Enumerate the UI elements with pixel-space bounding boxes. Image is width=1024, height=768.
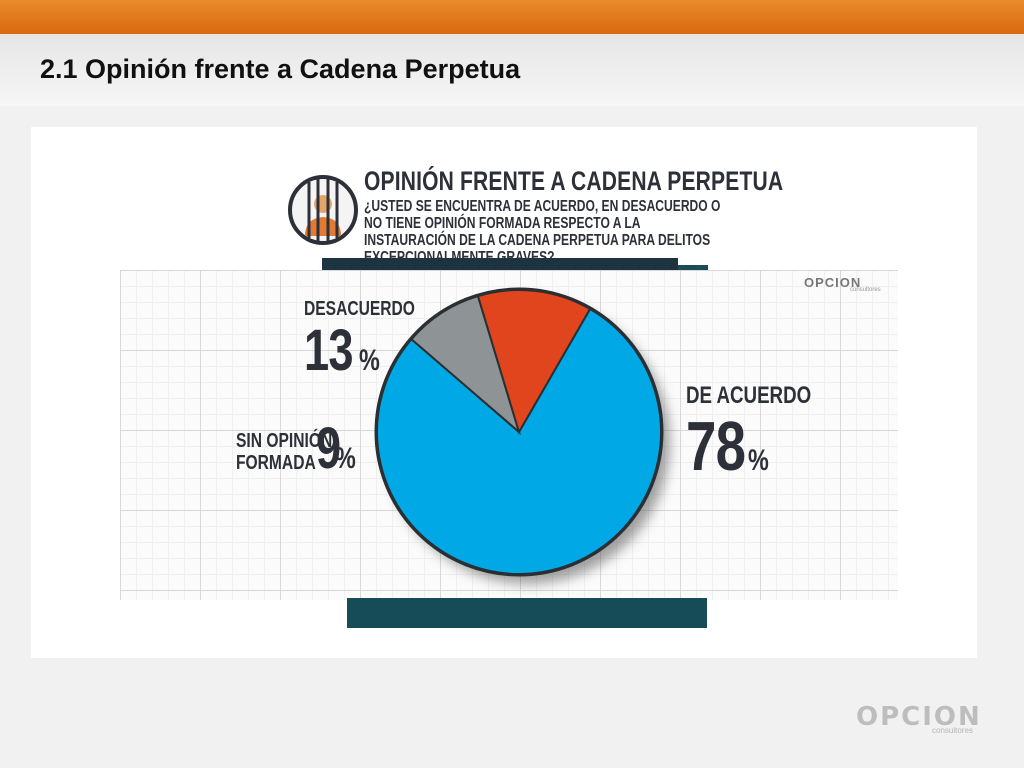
slice-value-no-opinion: 9	[316, 416, 341, 481]
slice-name-agree: DE ACUERDO	[686, 382, 812, 409]
prisoner-behind-bars-icon	[288, 175, 358, 245]
title-underline-accent	[678, 265, 708, 270]
slice-value-agree: 78	[686, 407, 746, 485]
slice-label-no-opinion: SIN OPINIÓN FORMADA	[236, 430, 332, 474]
opcion-corner-logo: OPCION consultores	[856, 702, 982, 735]
top-accent-bar	[0, 0, 1024, 34]
slice-label-disagree: DESACUERDO 13%	[304, 298, 446, 380]
slice-unit-agree: %	[747, 444, 769, 477]
infographic-title: OPINIÓN FRENTE A CADENA PERPETUA	[364, 166, 784, 196]
slice-name-no-opinion-line1: SIN OPINIÓN	[236, 430, 333, 452]
slice-value-disagree: 13	[304, 318, 354, 383]
slice-unit-no-opinion: %	[335, 442, 357, 475]
opcion-mini-logo: OPCION consultores	[804, 275, 881, 293]
title-band	[0, 34, 1024, 106]
slice-value-box-no-opinion: 9%	[316, 420, 362, 478]
slice-name-no-opinion-line2: FORMADA	[236, 452, 316, 474]
slice-name-disagree: DESACUERDO	[304, 298, 415, 320]
slice-unit-disagree: %	[358, 344, 380, 377]
bottom-bar	[347, 598, 707, 628]
survey-question: ¿USTED SE ENCUENTRA DE ACUERDO, EN DESAC…	[364, 198, 721, 266]
slice-label-agree: DE ACUERDO 78%	[686, 382, 846, 485]
slide-title: 2.1 Opinión frente a Cadena Perpetua	[40, 54, 521, 84]
title-underline-bar	[322, 258, 678, 270]
